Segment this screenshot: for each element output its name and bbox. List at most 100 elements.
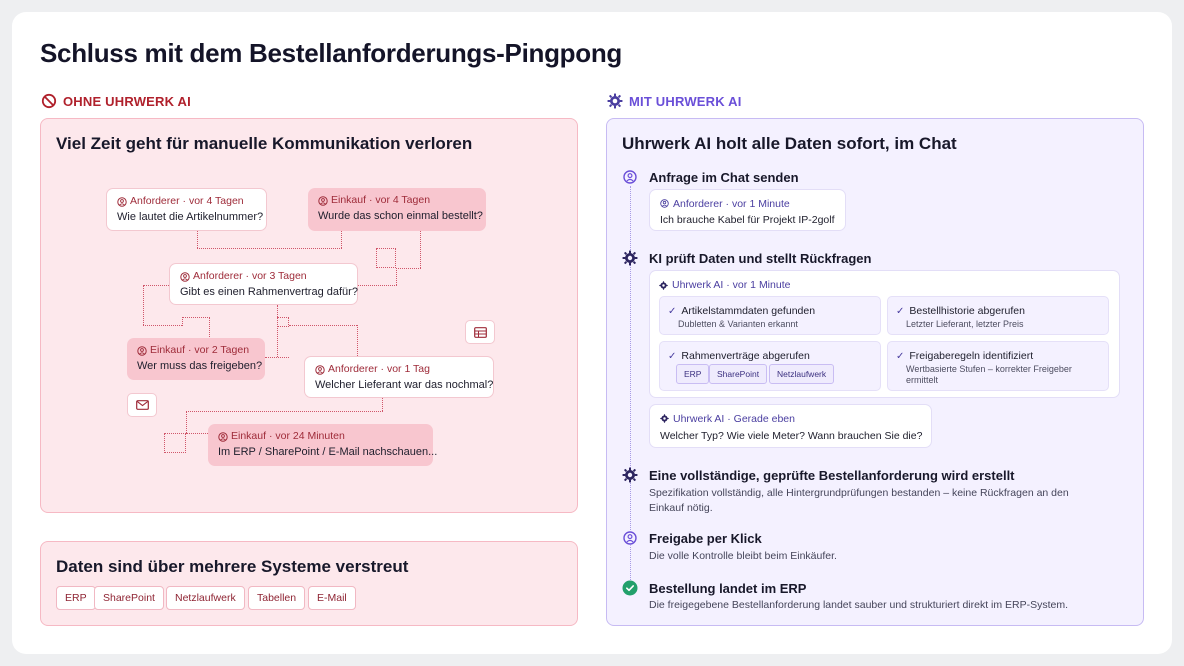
gear-icon	[622, 467, 638, 483]
chat-bubble-meta-text: Anforderer · vor 1 Minute	[673, 197, 790, 210]
check-card-desc: Letzter Lieferant, letzter Preis	[906, 319, 1024, 329]
gear-icon	[607, 93, 623, 109]
connector-line	[143, 285, 144, 325]
step-title: KI prüft Daten und stellt Rückfragen	[649, 251, 872, 266]
connector-square	[164, 433, 186, 453]
ai-check-meta: Uhrwerk AI · vor 1 Minute	[659, 279, 790, 291]
checkmark-icon: ✓	[668, 306, 677, 317]
chat-bubble-meta-text: Anforderer · vor 4 Tagen	[130, 195, 244, 208]
step-desc: Die volle Kontrolle bleibt beim Einkäufe…	[649, 550, 837, 562]
check-circle-icon	[622, 580, 638, 596]
connector-square	[376, 248, 396, 268]
connector-line	[358, 285, 397, 286]
user-circle-icon	[117, 196, 127, 207]
connector-line	[182, 317, 210, 318]
chat-bubble-message: Wurde das schon einmal bestellt?	[318, 210, 483, 222]
user-circle-icon	[318, 195, 328, 206]
section-label-without: OHNE UHRWERK AI	[41, 93, 191, 109]
chat-bubble-message: Welcher Typ? Wie viele Meter? Wann brauc…	[660, 430, 923, 442]
chat-bubble-meta-text: Anforderer · vor 3 Tagen	[193, 270, 307, 283]
table-icon-badge	[465, 320, 495, 344]
ban-icon	[41, 93, 57, 109]
check-card-title: ✓ Bestellhistorie abgerufen	[896, 305, 1025, 317]
check-card-title-text: Rahmenverträge abgerufen	[681, 350, 810, 362]
chat-bubble: Uhrwerk AI · Gerade eben Welcher Typ? Wi…	[649, 404, 932, 448]
section-label-with-text: MIT UHRWERK AI	[629, 93, 742, 109]
check-card-title: ✓ Artikelstammdaten gefunden	[668, 305, 815, 317]
check-card-desc: Dubletten & Varianten erkannt	[678, 319, 798, 329]
checkmark-icon: ✓	[668, 351, 677, 362]
chat-bubble-meta-text: Einkauf · vor 24 Minuten	[231, 430, 345, 443]
chat-bubble-message: Wer muss das freigeben?	[137, 360, 263, 372]
chat-bubble: Einkauf · vor 24 Minuten Im ERP / ShareP…	[208, 424, 437, 466]
checkmark-icon: ✓	[896, 306, 905, 317]
chat-bubble: Anforderer · vor 1 Minute Ich brauche Ka…	[649, 189, 846, 231]
chat-bubble: Anforderer · vor 3 Tagen Gibt es einen R…	[169, 263, 358, 305]
chat-bubble-message: Ich brauche Kabel für Projekt IP-2golf	[660, 214, 835, 226]
check-card-title-text: Freigaberegeln identifiziert	[909, 350, 1034, 362]
without-panel-heading: Viel Zeit geht für manuelle Kommunikatio…	[56, 134, 473, 153]
mail-icon-badge	[127, 393, 157, 417]
system-chip-sharepoint: SharePoint	[94, 586, 164, 610]
user-circle-icon	[660, 199, 669, 208]
check-card: ✓ Bestellhistorie abgerufen Letzter Liefe…	[887, 296, 1109, 335]
user-circle-icon	[137, 345, 147, 356]
connector-line	[382, 397, 383, 411]
chat-bubble-meta-text: Anforderer · vor 1 Tag	[328, 363, 430, 376]
connector-line	[186, 411, 383, 412]
chat-bubble-meta-text: Uhrwerk AI · Gerade eben	[673, 412, 795, 425]
connector-line	[341, 230, 342, 248]
connector-line	[396, 268, 421, 269]
connector-line	[289, 325, 357, 326]
chat-bubble-meta: Anforderer · vor 1 Minute	[660, 197, 835, 210]
chat-bubble-meta: Einkauf · vor 24 Minuten	[218, 430, 423, 443]
connector-line	[197, 230, 198, 248]
check-card-desc: Wertbasierte Stufen – korrekter Freigebe…	[906, 364, 1072, 385]
connector-square	[277, 317, 289, 327]
source-tag-erp: ERP	[676, 364, 710, 384]
connector-line	[186, 411, 187, 433]
section-label-with: MIT UHRWERK AI	[607, 93, 742, 109]
connector-line	[143, 325, 182, 326]
scattered-data-panel	[40, 541, 578, 626]
section-label-without-text: OHNE UHRWERK AI	[63, 93, 191, 109]
user-circle-icon	[622, 169, 638, 185]
scattered-data-heading: Daten sind über mehrere Systeme verstreu…	[56, 557, 409, 576]
gear-icon	[660, 414, 669, 423]
page-title: Schluss mit dem Bestellanforderungs-Ping…	[40, 38, 622, 68]
chat-bubble-meta: Anforderer · vor 3 Tagen	[180, 270, 347, 283]
user-circle-icon	[622, 530, 638, 546]
step-title: Bestellung landet im ERP	[649, 581, 807, 596]
step-title: Anfrage im Chat senden	[649, 170, 799, 185]
connector-line	[277, 305, 278, 357]
connector-line	[209, 317, 210, 337]
check-card-title-text: Artikelstammdaten gefunden	[681, 305, 816, 317]
with-panel-heading: Uhrwerk AI holt alle Daten sofort, im Ch…	[622, 134, 957, 153]
source-tag-netzlaufwerk: Netzlaufwerk	[769, 364, 835, 384]
user-circle-icon	[315, 364, 325, 375]
chat-bubble-message: Welcher Lieferant war das nochmal?	[315, 379, 494, 391]
check-card-title: ✓ Rahmenverträge abgerufen	[668, 350, 810, 362]
system-chip-erp: ERP	[56, 586, 96, 610]
chat-bubble-meta: Anforderer · vor 4 Tagen	[117, 195, 256, 208]
connector-line	[396, 268, 397, 285]
gear-icon	[659, 280, 668, 290]
ai-check-meta-text: Uhrwerk AI · vor 1 Minute	[672, 279, 791, 291]
chat-bubble: Anforderer · vor 4 Tagen Wie lautet die …	[106, 188, 267, 231]
chat-bubble-message: Gibt es einen Rahmenvertrag dafür?	[180, 286, 358, 298]
check-card-title: ✓ Freigaberegeln identifiziert	[896, 350, 1033, 362]
chat-bubble-meta-text: Einkauf · vor 2 Tagen	[150, 344, 250, 357]
step-title: Eine vollständige, geprüfte Bestellanfor…	[649, 468, 1015, 483]
mail-icon	[135, 400, 149, 410]
connector-line	[143, 285, 169, 286]
step-desc: Die freigegebene Bestellanforderung land…	[649, 599, 1069, 611]
chat-bubble: Anforderer · vor 1 Tag Welcher Lieferant…	[304, 356, 494, 398]
user-circle-icon	[180, 271, 190, 282]
chat-bubble-meta-text: Einkauf · vor 4 Tagen	[331, 194, 431, 207]
user-circle-icon	[218, 431, 228, 442]
chat-bubble-message: Wie lautet die Artikelnummer?	[117, 211, 264, 223]
check-card: ✓ Artikelstammdaten gefunden Dubletten & …	[659, 296, 881, 335]
check-card: ✓ Freigaberegeln identifiziert Wertbasier…	[887, 341, 1109, 391]
system-chip-email: E-Mail	[308, 586, 356, 610]
system-chip-netzlaufwerk: Netzlaufwerk	[166, 586, 245, 610]
